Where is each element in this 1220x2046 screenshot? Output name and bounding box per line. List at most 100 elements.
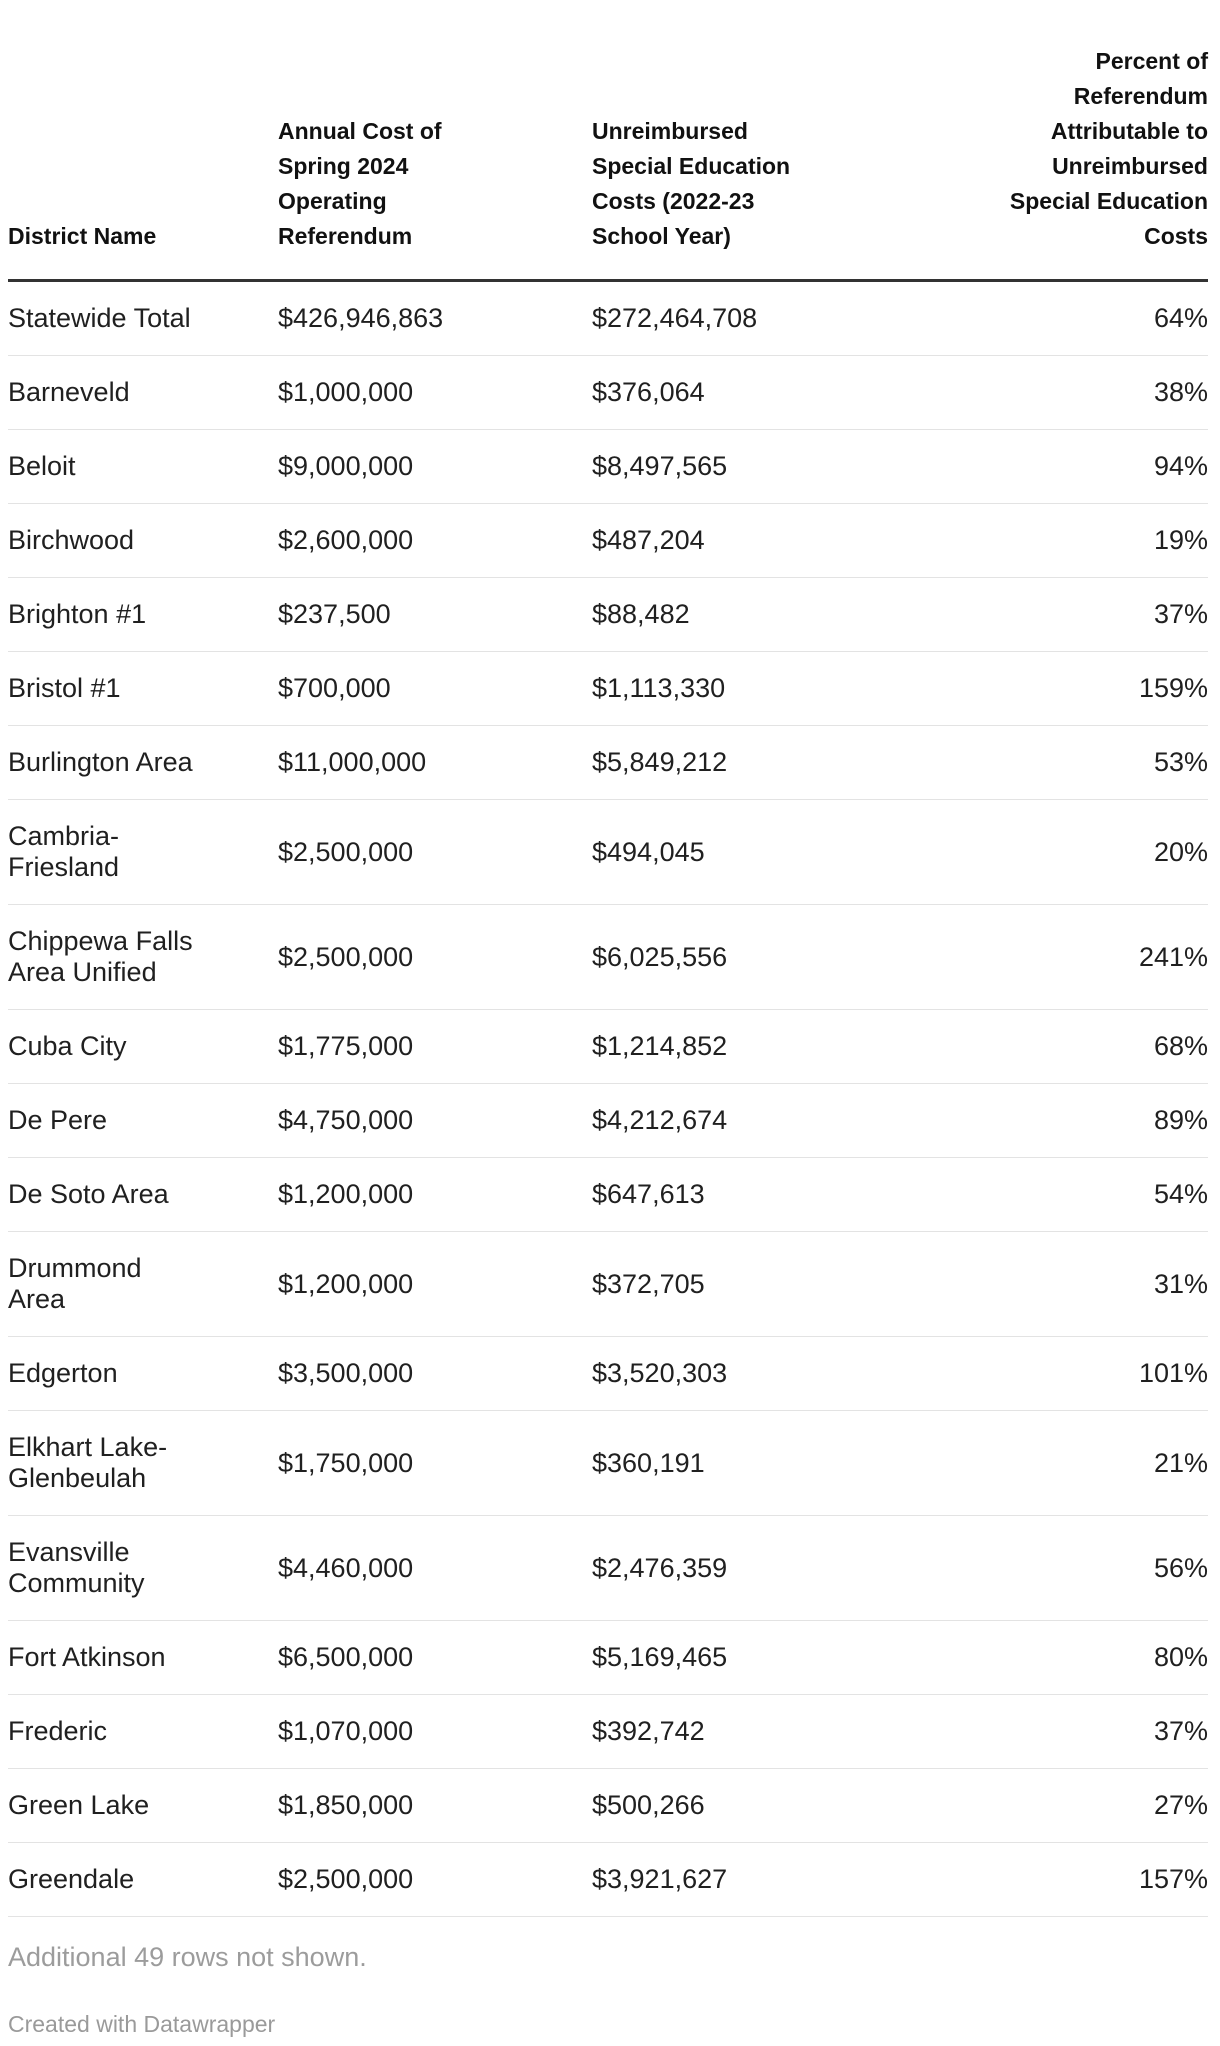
percent-cell: 27% xyxy=(1153,1790,1208,1820)
table-row: Drummond Area $1,200,000 $372,705 31% xyxy=(8,1232,1208,1337)
referendum-cost-cell: $1,850,000 xyxy=(278,1790,414,1820)
table-row: Edgerton $3,500,000 $3,520,303 101% xyxy=(8,1337,1208,1411)
percent-cell: 159% xyxy=(1138,673,1208,703)
table-row: Chippewa Falls Area Unified $2,500,000 $6,… xyxy=(8,905,1208,1010)
percent-cell: 53% xyxy=(1153,747,1208,777)
district-cell: Brighton #1 xyxy=(8,599,147,629)
percent-cell: 54% xyxy=(1153,1179,1208,1209)
district-cell: Beloit xyxy=(8,451,76,481)
sped-cost-cell: $494,045 xyxy=(592,836,705,867)
district-cell: Cuba City xyxy=(8,1031,127,1061)
sped-cost-cell: $487,204 xyxy=(592,525,705,555)
referendum-cost-cell: $2,500,000 xyxy=(278,1864,414,1894)
table-row: Brighton #1 $237,500 $88,482 37% xyxy=(8,578,1208,652)
referendum-cost-cell: $237,500 xyxy=(278,599,391,629)
percent-cell: 37% xyxy=(1153,1716,1208,1746)
percent-cell: 94% xyxy=(1153,451,1208,481)
table-row: Cuba City $1,775,000 $1,214,852 68% xyxy=(8,1010,1208,1084)
sped-cost-cell: $8,497,565 xyxy=(592,451,728,481)
col-header-annual-cost: Annual Cost of Spring 2024 Operating Ref… xyxy=(278,118,442,249)
table-row: De Pere $4,750,000 $4,212,674 89% xyxy=(8,1084,1208,1158)
table-row: Green Lake $1,850,000 $500,266 27% xyxy=(8,1769,1208,1843)
sped-cost-cell: $6,025,556 xyxy=(592,941,728,972)
table-row: Barneveld $1,000,000 $376,064 38% xyxy=(8,356,1208,430)
referendum-cost-cell: $700,000 xyxy=(278,673,391,703)
rows-not-shown-note: Additional 49 rows not shown. xyxy=(8,1942,367,1972)
district-cell: Fort Atkinson xyxy=(8,1642,166,1672)
table-row: Evansville Community $4,460,000 $2,476,359… xyxy=(8,1516,1208,1621)
percent-cell: 37% xyxy=(1153,599,1208,629)
referendum-cost-cell: $2,600,000 xyxy=(278,525,414,555)
referendum-cost-cell: $1,200,000 xyxy=(278,1179,414,1209)
district-cell: Frederic xyxy=(8,1716,108,1746)
percent-cell: 89% xyxy=(1153,1105,1208,1135)
percent-cell: 21% xyxy=(1153,1447,1208,1478)
district-cell: Green Lake xyxy=(8,1790,150,1820)
sped-cost-cell: $500,266 xyxy=(592,1790,705,1820)
col-header-unreimbursed-costs: Unreimbursed Special Education Costs (20… xyxy=(592,118,791,249)
referendum-cost-cell: $1,200,000 xyxy=(278,1268,414,1299)
percent-cell: 68% xyxy=(1153,1031,1208,1061)
referendum-cost-cell: $1,000,000 xyxy=(278,377,414,407)
percent-cell: 241% xyxy=(1138,941,1208,972)
sped-cost-cell: $5,849,212 xyxy=(592,747,728,777)
district-cell: Drummond Area xyxy=(8,1253,142,1314)
table-row: Birchwood $2,600,000 $487,204 19% xyxy=(8,504,1208,578)
sped-cost-cell: $372,705 xyxy=(592,1268,705,1299)
referendum-cost-cell: $3,500,000 xyxy=(278,1358,414,1388)
sped-cost-cell: $376,064 xyxy=(592,377,705,407)
referendum-cost-cell: $11,000,000 xyxy=(278,747,427,777)
table-header-row: District Name Annual Cost of Spring 2024… xyxy=(8,44,1208,281)
percent-cell: 20% xyxy=(1153,836,1208,867)
table-row: Fort Atkinson $6,500,000 $5,169,465 80% xyxy=(8,1621,1208,1695)
percent-cell: 56% xyxy=(1153,1552,1208,1583)
district-cell: Birchwood xyxy=(8,525,135,555)
sped-cost-cell: $2,476,359 xyxy=(592,1552,728,1583)
referendum-cost-cell: $2,500,000 xyxy=(278,836,414,867)
sped-cost-cell: $360,191 xyxy=(592,1447,705,1478)
referendum-cost-cell: $4,750,000 xyxy=(278,1105,414,1135)
district-cell: De Soto Area xyxy=(8,1179,169,1209)
table-header: District Name Annual Cost of Spring 2024… xyxy=(8,44,1208,281)
district-cell: Cambria- Friesland xyxy=(8,821,120,882)
percent-cell: 157% xyxy=(1138,1864,1208,1894)
percent-cell: 19% xyxy=(1153,525,1208,555)
table-row: Burlington Area $11,000,000 $5,849,212 53% xyxy=(8,726,1208,800)
sped-cost-cell: $392,742 xyxy=(592,1716,705,1746)
datawrapper-attribution: Created with Datawrapper xyxy=(8,2011,276,2037)
table-body: Statewide Total $426,946,863 $272,464,708 6… xyxy=(8,281,1208,1917)
referendum-cost-cell: $1,775,000 xyxy=(278,1031,414,1061)
sped-cost-cell: $3,921,627 xyxy=(592,1864,728,1894)
col-header-district-name: District Name xyxy=(8,223,157,249)
district-cell: Elkhart Lake- Glenbeulah xyxy=(8,1432,168,1493)
district-cell: Evansville Community xyxy=(8,1537,145,1598)
table-row: Beloit $9,000,000 $8,497,565 94% xyxy=(8,430,1208,504)
sped-cost-cell: $1,214,852 xyxy=(592,1031,728,1061)
percent-cell: 31% xyxy=(1153,1268,1208,1299)
referendum-cost-cell: $2,500,000 xyxy=(278,941,414,972)
table-row: Greendale $2,500,000 $3,921,627 157% xyxy=(8,1843,1208,1917)
sped-cost-cell: $88,482 xyxy=(592,599,690,629)
district-cell: Statewide Total xyxy=(8,303,191,333)
table-row: Bristol #1 $700,000 $1,113,330 159% xyxy=(8,652,1208,726)
referendum-cost-cell: $426,946,863 xyxy=(278,303,444,333)
referendum-cost-cell: $1,750,000 xyxy=(278,1447,414,1478)
percent-cell: 80% xyxy=(1153,1642,1208,1672)
table-row: Cambria- Friesland $2,500,000 $494,045 20% xyxy=(8,800,1208,905)
district-cell: Greendale xyxy=(8,1864,135,1894)
table-row: Frederic $1,070,000 $392,742 37% xyxy=(8,1695,1208,1769)
district-cell: Edgerton xyxy=(8,1358,118,1388)
sped-cost-cell: $3,520,303 xyxy=(592,1358,728,1388)
district-cell: Burlington Area xyxy=(8,747,193,777)
sped-cost-cell: $4,212,674 xyxy=(592,1105,728,1135)
district-cell: De Pere xyxy=(8,1105,108,1135)
table-row: Elkhart Lake- Glenbeulah $1,750,000 $360,1… xyxy=(8,1411,1208,1516)
referendum-cost-cell: $9,000,000 xyxy=(278,451,414,481)
referendum-cost-cell: $6,500,000 xyxy=(278,1642,414,1672)
sped-cost-cell: $1,113,330 xyxy=(592,673,726,703)
percent-cell: 64% xyxy=(1153,303,1208,333)
referendum-cost-cell: $4,460,000 xyxy=(278,1552,414,1583)
district-cell: Bristol #1 xyxy=(8,673,121,703)
sped-cost-cell: $647,613 xyxy=(592,1179,705,1209)
